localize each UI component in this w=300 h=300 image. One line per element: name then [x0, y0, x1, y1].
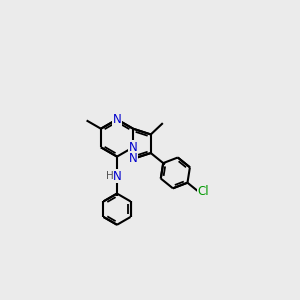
Text: N: N	[129, 152, 137, 165]
Text: Cl: Cl	[197, 185, 209, 198]
Text: N: N	[112, 169, 122, 183]
Text: N: N	[129, 141, 137, 154]
Text: N: N	[112, 113, 122, 126]
Text: H: H	[106, 171, 113, 181]
